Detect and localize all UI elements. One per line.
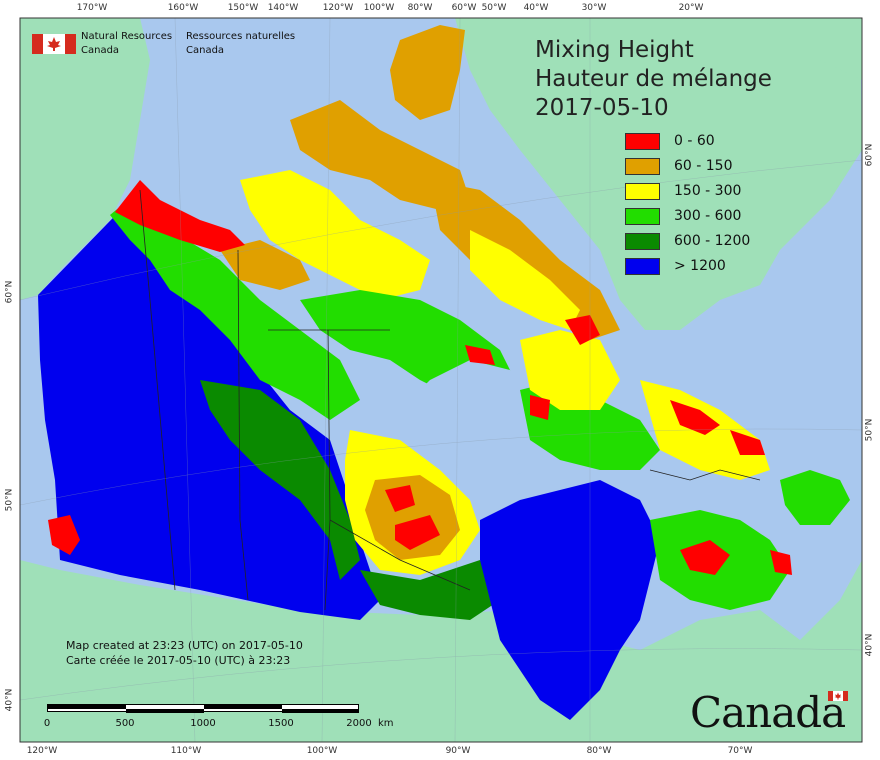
tick-bottom-110w: 110°W [170,746,202,756]
region-red-yukon [115,180,245,252]
title-date: 2017-05-10 [535,95,669,121]
region-red-ontario [385,485,440,550]
creation-note-fr: Carte créée le 2017-05-10 (UTC) à 23:23 [66,654,291,667]
tick-bottom-120w: 120°W [26,746,58,756]
tick-top-60w: 60°W [451,3,477,13]
tick-bottom-100w: 100°W [306,746,338,756]
alaska-landmass [20,18,150,300]
region-green-west [110,190,360,420]
legend-swatch [625,183,660,200]
legend-label: 300 - 600 [674,208,742,224]
region-blue-quebec [480,480,660,720]
region-red-bc-coast [48,515,80,555]
region-red-quebec-north [530,395,550,420]
region-green-newfoundland [780,470,850,525]
canada-flag-icon [828,691,848,701]
region-orange-ellesmere [390,25,465,120]
tick-top-40w: 40°W [523,3,549,13]
tick-top-80w: 80°W [407,3,433,13]
scale-label: 1000 [190,718,216,729]
scale-bar-body [47,704,359,713]
scale-bar-segment [282,709,359,713]
legend-label: 150 - 300 [674,183,742,199]
region-red-labrador [670,400,765,455]
legend-label: 60 - 150 [674,158,733,174]
tick-left-50n: 50°N [4,488,15,512]
scale-label: 500 [115,718,135,729]
tick-top-140w: 140°W [267,3,299,13]
graticule [19,17,863,743]
creation-note: Map created at 23:23 (UTC) on 2017-05-10… [66,638,303,668]
legend-swatch [625,133,660,150]
tick-top-20w: 20°W [678,3,704,13]
legend-label: > 1200 [674,258,726,274]
region-green-ontario-south [360,560,500,620]
tick-right-40n: 40°N [864,633,875,657]
agency-name-en: Natural Resources Canada [81,31,173,56]
legend-swatch [625,233,660,250]
map-title: Mixing Height Hauteur de mélange 2017-05… [535,36,772,123]
region-green-mid [200,380,360,580]
scale-bar-segment [126,709,204,713]
legend-swatch [625,208,660,225]
scale-bar-segment [204,705,282,709]
tick-right-50n: 50°N [864,418,875,442]
scale-label: 1500 [268,718,294,729]
legend-swatch [625,258,660,275]
title-french: Hauteur de mélange [535,66,772,92]
tick-left-40n: 40°N [4,688,15,712]
tick-top-100w: 100°W [363,3,395,13]
creation-note-en: Map created at 23:23 (UTC) on 2017-05-10 [66,639,303,652]
region-orange-baffin [430,180,620,340]
tick-top-120w: 120°W [322,3,354,13]
iceland-landmass [760,18,862,80]
tick-top-170w: 170°W [76,3,108,13]
tick-top-150w: 150°W [227,3,259,13]
map-frame [19,17,863,743]
scale-label: 0 [43,718,51,729]
tick-top-50w: 50°W [481,3,507,13]
legend-swatch [625,158,660,175]
scale-label: 2000 [346,718,372,729]
tick-bottom-90w: 90°W [445,746,471,756]
title-english: Mixing Height [535,37,694,63]
region-yellow-baffin [470,230,580,330]
tick-bottom-70w: 70°W [727,746,753,756]
canada-wordmark-text: Canada [690,688,846,737]
canada-wordmark: Canada [690,690,850,738]
legend-label: 0 - 60 [674,133,715,149]
tick-top-30w: 30°W [581,3,607,13]
tick-bottom-80w: 80°W [586,746,612,756]
region-red-baffin [465,315,600,365]
hudson-bay [390,360,550,480]
region-orange-yukon [220,240,310,290]
scale-unit: km [378,718,394,729]
tick-right-60n: 60°N [864,143,875,167]
tick-top-160w: 160°W [167,3,199,13]
agency-name-fr: Ressources naturelles Canada [186,31,296,56]
region-red-maritimes [680,540,792,575]
canada-flag-icon [32,34,76,54]
scale-bar: 0 500 1000 1500 2000 km [43,704,394,734]
region-orange-arctic [290,100,470,210]
region-yellow-quebec-north [520,330,620,410]
usa-landmass [20,560,862,742]
tick-left-60n: 60°N [4,280,15,304]
scale-bar-segment [48,705,126,709]
provincial-borders [139,189,761,611]
region-yellow-arctic [240,170,430,300]
legend-label: 600 - 1200 [674,233,751,249]
